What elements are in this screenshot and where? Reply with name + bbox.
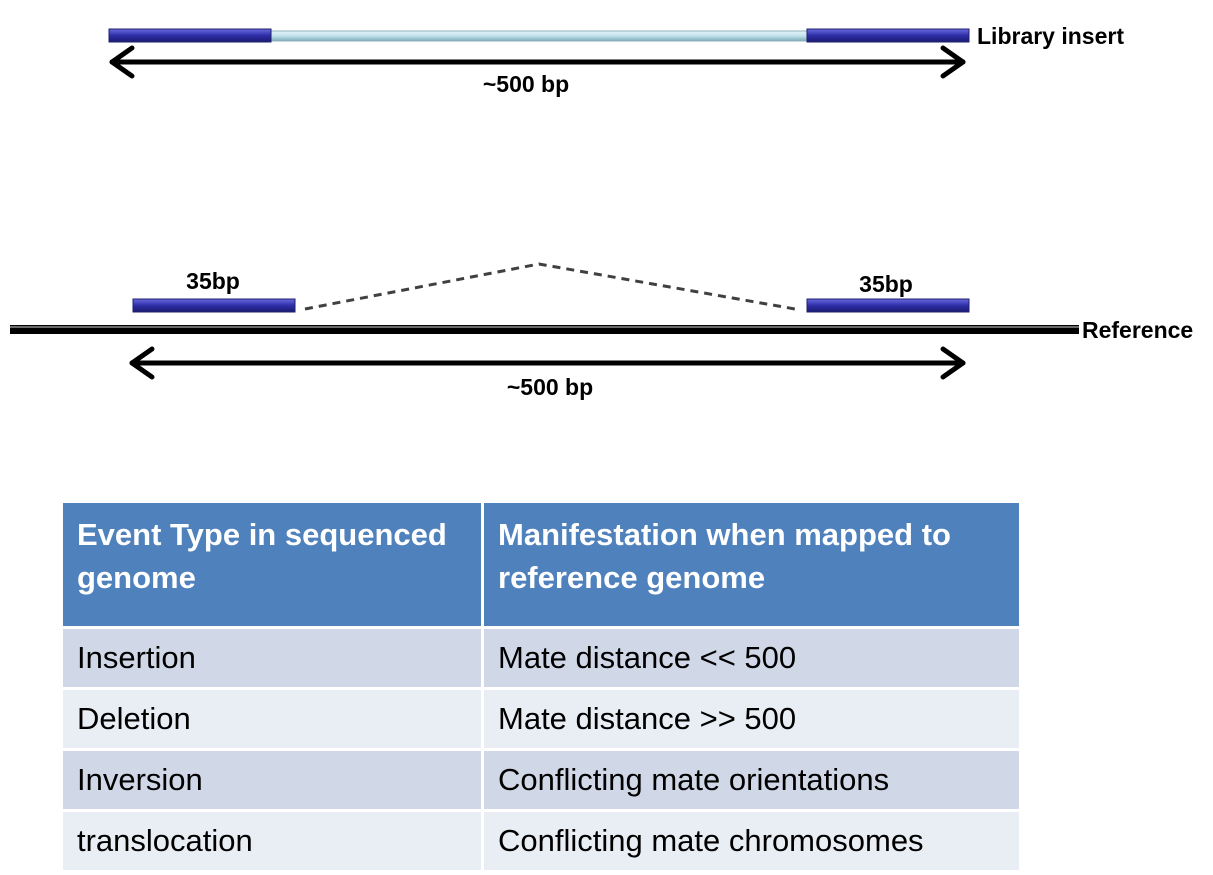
cell-manifestation: Mate distance << 500 [481,626,1022,690]
top-span-label: ~500 bp [483,71,569,97]
header-event-type: Event Type in sequenced genome [60,500,484,629]
insert-middle-segment [267,30,811,42]
reference-label: Reference [1082,317,1193,343]
mapped-left-read [132,298,296,313]
mapped-right-read [806,298,970,313]
cell-event: Deletion [60,687,484,751]
cell-event: Insertion [60,626,484,690]
insert-left-read [108,28,272,43]
table-row: translocation Conflicting mate chromosom… [60,809,1022,873]
insert-right-read [806,28,970,43]
reference-line-highlight [10,326,1079,328]
paired-end-diagram: Library insert ~500 bp 35bp 35bp Referen… [10,23,1193,400]
mate-connector-dashed [304,262,796,311]
cell-manifestation: Conflicting mate orientations [481,748,1022,812]
cell-event: translocation [60,809,484,873]
table-row: Insertion Mate distance << 500 [60,626,1022,690]
table-header-row: Event Type in sequenced genome Manifesta… [60,500,1022,629]
table-row: Deletion Mate distance >> 500 [60,687,1022,751]
cell-manifestation: Mate distance >> 500 [481,687,1022,751]
top-span-arrow [109,45,966,79]
cell-event: Inversion [60,748,484,812]
event-manifestation-table: Event Type in sequenced genome Manifesta… [60,500,1022,873]
header-manifestation: Manifestation when mapped to reference g… [481,500,1022,629]
right-read-label: 35bp [859,271,913,297]
reference-line [10,325,1079,334]
bottom-span-label: ~500 bp [507,374,593,400]
cell-manifestation: Conflicting mate chromosomes [481,809,1022,873]
bottom-span-arrow [129,346,966,380]
table-row: Inversion Conflicting mate orientations [60,748,1022,812]
left-read-label: 35bp [186,268,240,294]
library-insert-label: Library insert [977,23,1124,49]
